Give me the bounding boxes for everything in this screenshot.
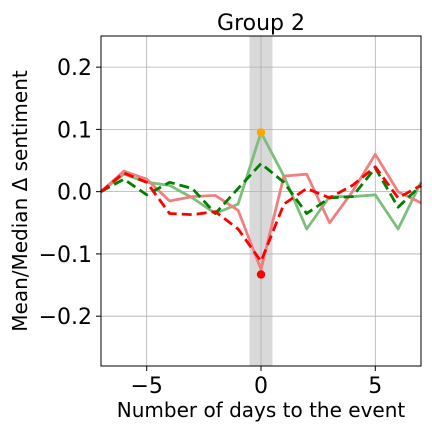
event-marker-1 (256, 128, 266, 137)
x-tick-label: −5 (130, 374, 162, 399)
chart-title: Group 2 (217, 11, 305, 36)
y-tick-label: 0.0 (57, 181, 92, 206)
x-tick-label: 0 (254, 374, 268, 399)
y-tick-label: 0.2 (57, 56, 92, 81)
tick-layer: −5 0 5 0.2 0.1 0.0 −0.1 −0.2 (39, 56, 383, 399)
x-axis-label: Number of days to the event (117, 398, 406, 422)
y-axis-label: Mean/Median Δ sentiment (8, 70, 32, 332)
y-tick-label: −0.1 (39, 243, 92, 268)
series-line-4 (100, 165, 422, 263)
series-line-2 (100, 152, 422, 271)
x-tick-label: 5 (368, 374, 382, 399)
grid-layer (101, 36, 421, 366)
marker-layer (256, 128, 266, 279)
event-marker-2 (256, 270, 266, 279)
y-tick-label: −0.2 (39, 305, 92, 330)
y-tick-label: 0.1 (57, 118, 92, 143)
